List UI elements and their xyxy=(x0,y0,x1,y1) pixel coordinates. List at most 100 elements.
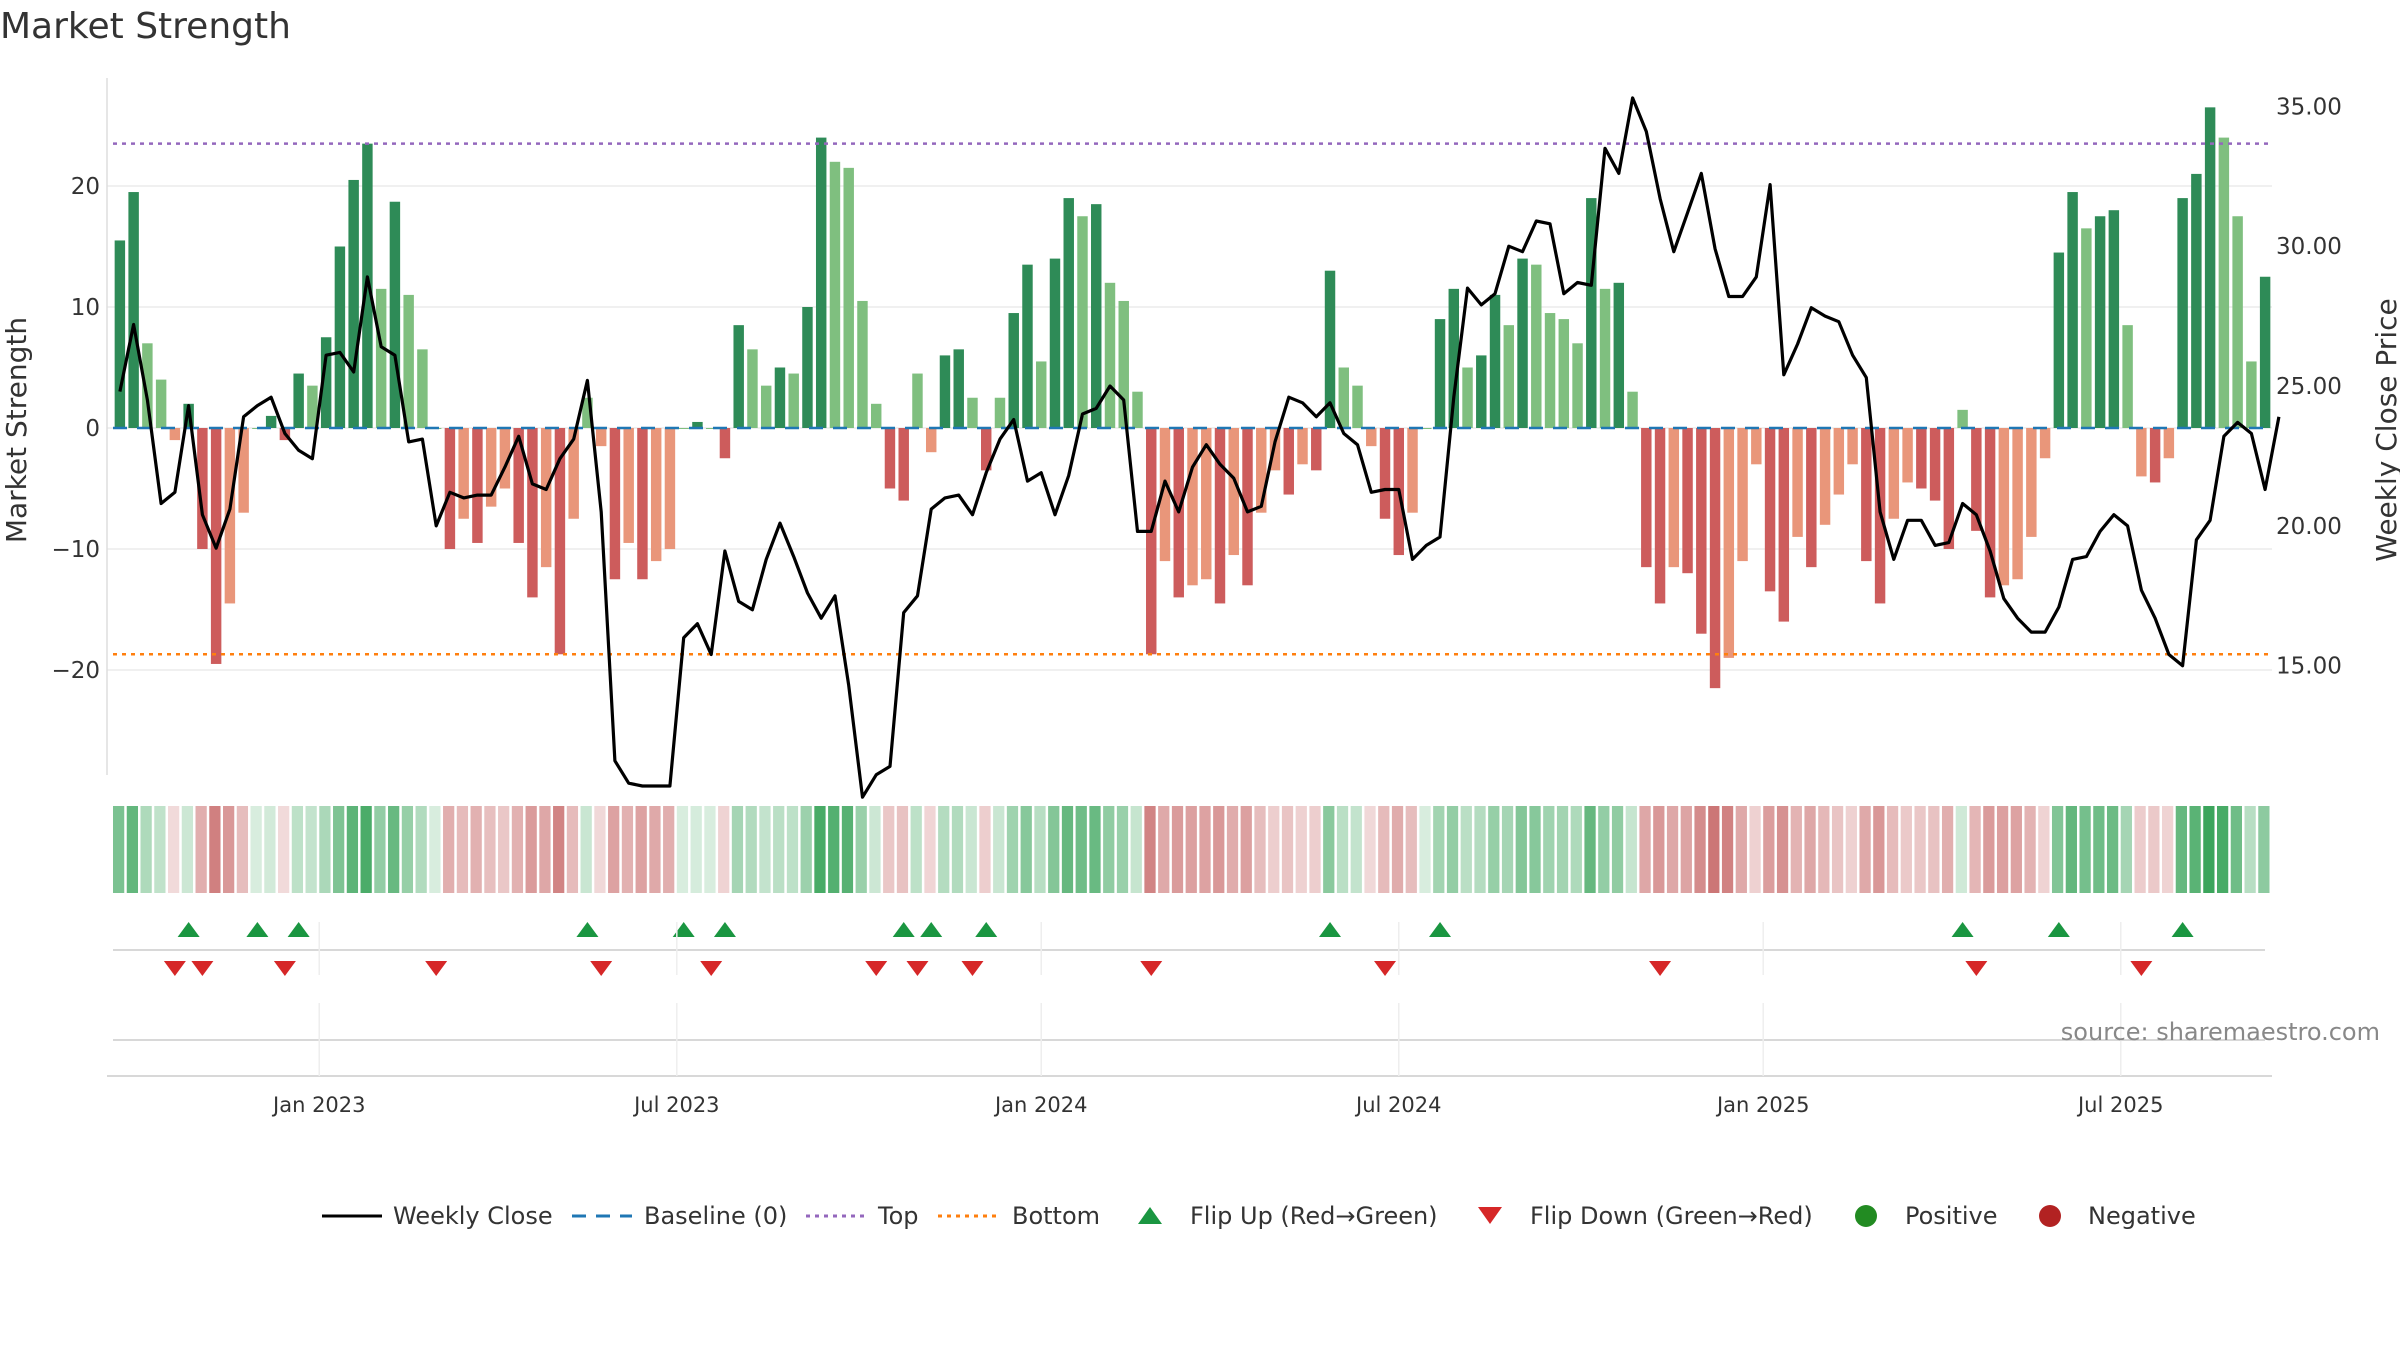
heat-cell xyxy=(663,806,675,893)
strength-bar xyxy=(1861,428,1872,562)
heat-cell xyxy=(553,806,565,893)
strength-bar xyxy=(458,428,469,519)
y2-tick-label: 35.00 xyxy=(2276,94,2342,120)
heat-cell xyxy=(910,806,922,893)
strength-bar xyxy=(1902,428,1913,483)
strength-bar xyxy=(1627,391,1638,428)
heat-cell xyxy=(965,806,977,893)
heat-cell xyxy=(869,806,881,893)
strength-bar xyxy=(2232,216,2243,428)
flip-up-marker xyxy=(2171,922,2194,937)
strength-bar xyxy=(802,307,813,428)
heat-cell xyxy=(718,806,730,893)
strength-bar xyxy=(2012,428,2023,580)
heat-cell xyxy=(1364,806,1376,893)
strength-bar xyxy=(1324,270,1336,428)
heat-cell xyxy=(223,806,235,893)
strength-bar xyxy=(1723,428,1735,658)
x-tick-label: Jul 2024 xyxy=(1354,1093,1441,1117)
heat-cell xyxy=(635,806,647,893)
flip-down-marker xyxy=(1965,961,1988,976)
weekly-close-line xyxy=(118,96,2281,799)
strength-bar xyxy=(1654,428,1666,604)
legend-label: Top xyxy=(877,1202,919,1230)
strength-bar xyxy=(1049,258,1061,428)
heat-cell xyxy=(1914,806,1926,893)
strength-bar xyxy=(1833,428,1845,495)
heat-cell xyxy=(704,806,716,893)
strength-bar xyxy=(197,428,208,549)
strength-bar xyxy=(1819,428,1831,525)
heat-cell xyxy=(1721,806,1734,893)
heat-cell xyxy=(1405,806,1417,893)
strength-bar xyxy=(774,367,786,428)
strength-bar xyxy=(1764,428,1776,592)
strength-bar xyxy=(2122,325,2133,428)
strength-bar xyxy=(2191,173,2202,428)
heat-cell xyxy=(1034,806,1046,893)
heat-cell xyxy=(2106,806,2119,893)
heat-cell xyxy=(1556,806,1569,893)
heat-cell xyxy=(566,806,579,893)
strength-bar xyxy=(1338,367,1349,428)
heat-cell xyxy=(1419,806,1431,893)
heat-cell xyxy=(1708,806,1720,893)
flip-down-marker xyxy=(2130,961,2153,976)
strength-bar xyxy=(609,428,621,580)
y2-tick-label: 15.00 xyxy=(2276,654,2342,680)
heat-cell xyxy=(1666,806,1679,893)
heat-cell xyxy=(1515,806,1527,893)
strength-bar xyxy=(2067,192,2078,428)
strength-bar xyxy=(1297,428,1308,465)
strength-bar xyxy=(1778,428,1790,622)
strength-bar xyxy=(1407,428,1418,513)
heat-cell xyxy=(649,806,661,893)
strength-bar xyxy=(2026,428,2037,537)
heat-cell xyxy=(1323,806,1335,893)
legend-label: Flip Down (Green→Red) xyxy=(1530,1202,1813,1230)
strength-bar xyxy=(1228,428,1239,556)
strength-bar xyxy=(307,385,318,428)
strength-bar xyxy=(554,428,566,655)
heat-cell xyxy=(1900,806,1912,893)
strength-bar xyxy=(2053,252,2065,428)
heat-cell xyxy=(1474,806,1486,893)
strength-bar xyxy=(1558,319,1570,428)
heat-cell xyxy=(236,806,249,893)
heat-cell xyxy=(1295,806,1307,893)
y-tick-label: 10 xyxy=(71,295,100,321)
heat-cell xyxy=(181,806,194,893)
y-tick-label: −10 xyxy=(51,537,100,563)
left-axis-title: Market Strength xyxy=(0,317,33,543)
x-tick-label: Jan 2023 xyxy=(271,1093,366,1117)
flip-up-marker xyxy=(177,922,200,937)
flip-up-marker xyxy=(975,922,998,937)
heat-cell xyxy=(195,806,207,893)
flip-up-marker xyxy=(576,922,599,937)
heat-cell xyxy=(1130,806,1142,893)
flip-up-marker xyxy=(713,922,736,937)
heat-cell xyxy=(841,806,854,893)
heat-cell xyxy=(1845,806,1857,893)
heat-cell xyxy=(1213,806,1225,893)
strength-bar xyxy=(692,421,703,428)
heat-cell xyxy=(2161,806,2174,893)
strength-bar xyxy=(224,428,236,604)
strength-bar xyxy=(1146,428,1157,655)
strength-bar xyxy=(513,428,524,543)
strength-bar xyxy=(1118,300,1129,428)
heat-cell xyxy=(938,806,950,893)
strength-bar xyxy=(238,428,249,513)
strength-bar xyxy=(870,403,882,428)
heat-cell xyxy=(1763,806,1775,893)
heat-cell xyxy=(1336,806,1349,893)
heat-cell xyxy=(470,806,482,893)
right-y-axis: 35.00 30.00 25.00 20.00 15.00 xyxy=(2276,94,2342,679)
heat-cell xyxy=(1625,806,1637,893)
heat-cell xyxy=(498,806,510,893)
x-tick-label: Jan 2025 xyxy=(1715,1093,1810,1117)
heat-cell xyxy=(1061,806,1074,893)
strength-bar xyxy=(1929,428,1941,501)
heat-cell xyxy=(580,806,592,893)
heat-cell xyxy=(1928,806,1940,893)
